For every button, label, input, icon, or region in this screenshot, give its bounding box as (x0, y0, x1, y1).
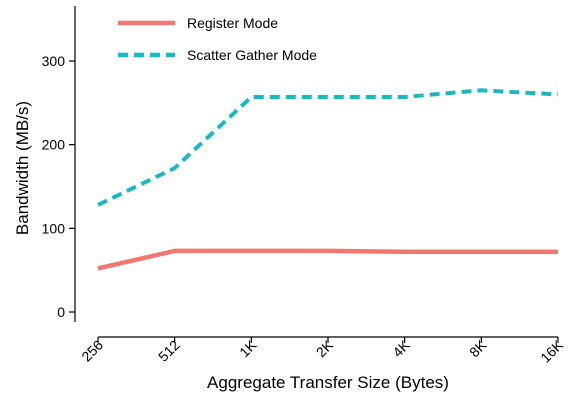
data-point-scatter-gather-mode-16K (556, 92, 560, 96)
data-point-register-mode-256 (96, 266, 100, 270)
series-line-scatter-gather-mode (97, 88, 559, 207)
legend-label-scatter-gather-mode: Scatter Gather Mode (187, 47, 317, 63)
x-tick-label-16K: 16K (537, 336, 566, 365)
series-line-register-mode (97, 248, 558, 271)
y-tick-label-300: 300 (42, 53, 66, 69)
y-tick-label-200: 200 (42, 137, 66, 153)
x-tick-label-8K: 8K (466, 336, 490, 360)
data-point-register-mode-1K (249, 249, 253, 253)
y-axis-title: Bandwidth (MB/s) (13, 101, 32, 235)
data-point-scatter-gather-mode-8K (479, 88, 483, 92)
data-point-register-mode-4K (402, 250, 406, 254)
data-point-scatter-gather-mode-2K (326, 95, 330, 99)
x-tick-label-2K: 2K (313, 336, 337, 360)
data-point-scatter-gather-mode-4K (402, 95, 406, 99)
x-tick-label-4K: 4K (389, 336, 413, 360)
series-layer (96, 88, 560, 271)
y-tick-label-100: 100 (42, 220, 66, 236)
data-point-register-mode-512 (172, 249, 176, 253)
data-point-scatter-gather-mode-512 (172, 166, 176, 170)
data-point-scatter-gather-mode-1K (249, 95, 253, 99)
x-ticks: 256 512 1K 2K 4K 8K 16K (78, 336, 566, 365)
x-tick-label-1K: 1K (236, 336, 260, 360)
x-tick-label-512: 512 (155, 337, 183, 365)
y-ticks: 0 100 200 300 (42, 53, 75, 320)
legend-label-register-mode: Register Mode (187, 15, 278, 31)
data-point-register-mode-2K (326, 249, 330, 253)
data-point-scatter-gather-mode-256 (96, 203, 100, 207)
data-point-register-mode-16K (556, 250, 560, 254)
legend: Register Mode Scatter Gather Mode (118, 15, 317, 63)
x-axis-title: Aggregate Transfer Size (Bytes) (207, 373, 449, 392)
y-tick-label-0: 0 (57, 304, 65, 320)
x-tick-label-256: 256 (78, 337, 106, 365)
data-point-register-mode-8K (479, 250, 483, 254)
